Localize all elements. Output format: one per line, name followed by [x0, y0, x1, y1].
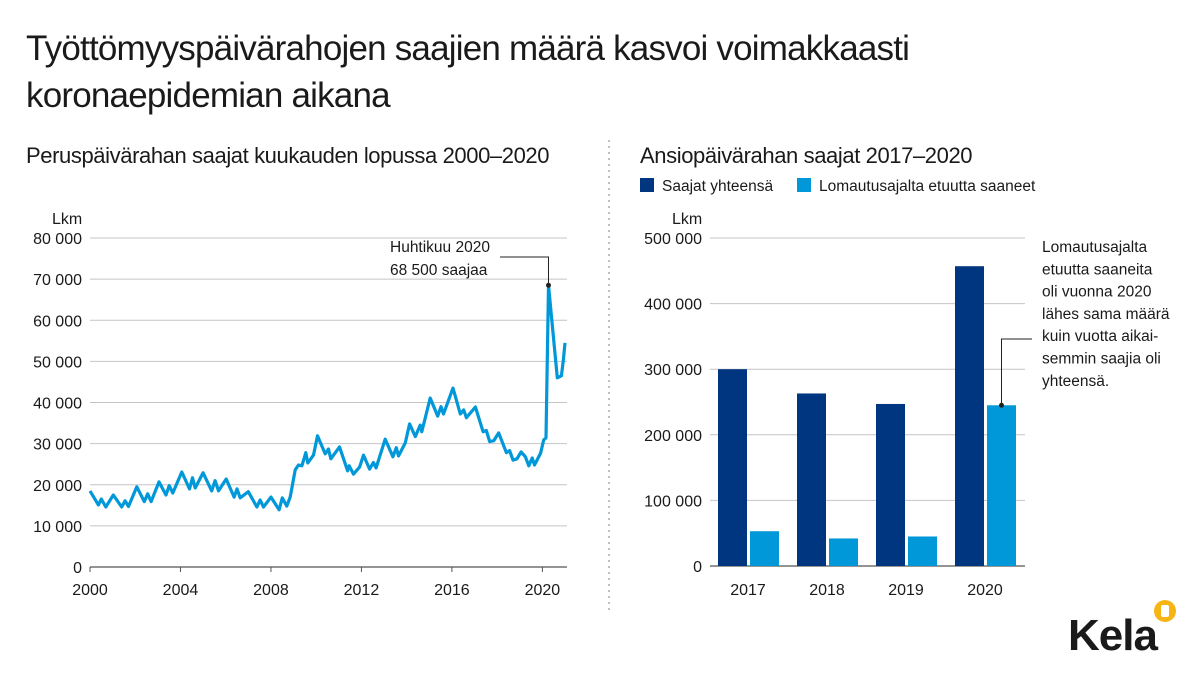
bar-laid-off-2019: [908, 536, 937, 566]
bar-annotation-text: yhteensä.: [1042, 373, 1109, 390]
bar-laid-off-2018: [829, 538, 858, 566]
line-x-tick-label: 2000: [72, 582, 108, 599]
line-x-tick-label: 2008: [253, 582, 289, 599]
bar-y-tick-label: 500 000: [644, 231, 702, 248]
line-y-tick-label: 70 000: [33, 272, 82, 289]
line-annotation-dot: [545, 282, 551, 288]
line-x-tick-label: 2016: [434, 582, 470, 599]
bar-laid-off-2020: [987, 405, 1016, 566]
bar-annotation-dot: [999, 402, 1004, 408]
line-annotation-text: Huhtikuu 2020: [390, 239, 490, 256]
bar-annotation-text: Lomautusajalta: [1042, 239, 1148, 256]
line-y-tick-label: 80 000: [33, 231, 82, 248]
line-y-tick-label: 0: [73, 560, 82, 577]
bar-x-tick-label: 2017: [730, 582, 766, 599]
bar-annotation-text: semmin saajia oli: [1042, 351, 1161, 368]
bar-y-tick-label: 0: [693, 559, 702, 576]
bar-total-2019: [876, 403, 905, 566]
bar-annotation-text: kuin vuotta aikai-: [1042, 328, 1158, 345]
line-x-tick-label: 2004: [163, 582, 199, 599]
line-y-axis-label: Lkm: [52, 211, 82, 228]
bar-annotation-text: oli vuonna 2020: [1042, 284, 1152, 301]
line-annotation-leader: [500, 256, 549, 286]
line-y-tick-label: 30 000: [33, 437, 82, 454]
bar-x-tick-label: 2018: [809, 582, 845, 599]
line-y-tick-label: 60 000: [33, 313, 82, 330]
bar-y-tick-label: 100 000: [644, 493, 702, 510]
bar-y-tick-label: 200 000: [644, 428, 702, 445]
bar-y-tick-label: 300 000: [644, 362, 702, 379]
line-y-tick-label: 10 000: [33, 519, 82, 536]
legend-swatch-total: [640, 178, 654, 192]
bar-annotation-text: lähes sama määrä: [1042, 306, 1170, 323]
line-chart: Lkm 0 10 000 20 000 30 000 40 000 50 000 60 00…: [33, 211, 567, 599]
bar-x-tick-label: 2020: [967, 582, 1003, 599]
bar-y-tick-label: 400 000: [644, 297, 702, 314]
kela-logo-badge-inner: [1161, 605, 1169, 617]
bar-y-axis-label: Lkm: [672, 211, 702, 228]
line-y-tick-label: 50 000: [33, 354, 82, 371]
bar-total-2020: [955, 266, 984, 566]
line-y-tick-label: 40 000: [33, 396, 82, 413]
legend-label-total: Saajat yhteensä: [662, 178, 774, 195]
title-line-1: Työttömyyspäivärahojen saajien määrä kas…: [26, 29, 909, 68]
bar-chart-title: Ansiopäivärahan saajat 2017–2020: [640, 143, 972, 168]
line-annotation-text: 68 500 saajaa: [390, 262, 488, 279]
legend-label-laid-off: Lomautusajalta etuutta saaneet: [819, 178, 1036, 195]
line-x-tick-label: 2012: [344, 582, 380, 599]
bar-laid-off-2017: [750, 531, 779, 566]
line-x-tick-label: 2020: [525, 582, 561, 599]
bar-annotation-text: etuutta saaneita: [1042, 261, 1153, 278]
legend-swatch-laid-off: [797, 178, 811, 192]
bar-chart: Lkm Saajat yhteensä Lomautusajalta etuut…: [640, 178, 1170, 599]
kela-logo: Kela: [1068, 600, 1176, 660]
bar-total-2017: [718, 369, 747, 566]
bar-x-tick-label: 2019: [888, 582, 924, 599]
line-y-tick-label: 20 000: [33, 478, 82, 495]
bar-annotation-leader: [1001, 338, 1032, 406]
bar-total-2018: [797, 393, 826, 566]
title-line-2: koronaepidemian aikana: [26, 76, 391, 115]
line-series-recipients: [88, 283, 567, 512]
line-chart-title: Peruspäivärahan saajat kuukauden lopussa…: [26, 143, 549, 168]
kela-logo-text: Kela: [1068, 611, 1158, 660]
